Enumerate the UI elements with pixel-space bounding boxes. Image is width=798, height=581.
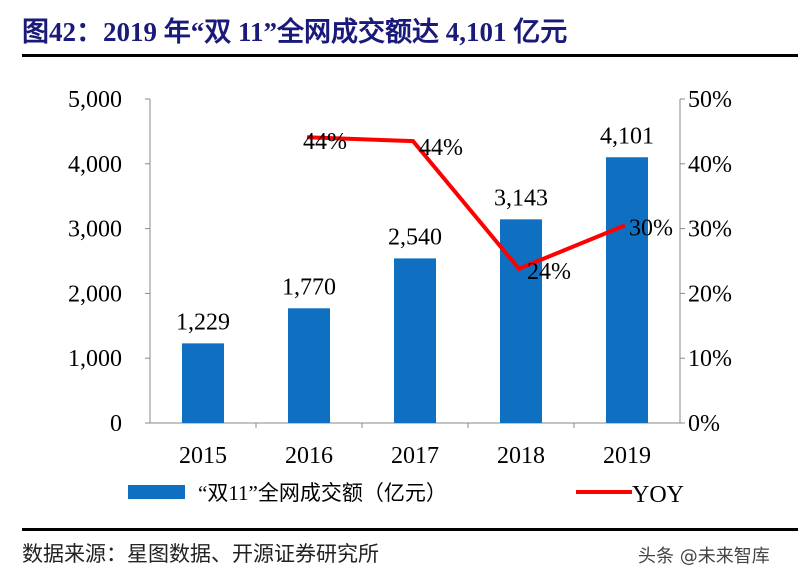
figure-title: 图42：2019 年“双 11”全网成交额达 4,101 亿元 [22,17,568,47]
bar [394,258,436,423]
bar [182,343,224,423]
x-tick-label: 2017 [391,443,439,469]
title-rule [22,54,798,57]
right-tick-label: 10% [688,346,732,372]
yoy-label: 24% [527,259,571,285]
yoy-label: 30% [629,215,673,241]
right-tick-label: 40% [688,152,732,178]
watermark: 头条 @未来智库 [638,546,770,567]
source-rule [22,528,798,531]
yoy-label: 44% [419,135,463,161]
yoy-line [306,135,626,272]
left-tick-label: 0 [110,411,122,437]
left-tick-label: 5,000 [68,87,122,113]
yoy-label: 44% [303,129,347,155]
x-tick-label: 2018 [497,443,545,469]
left-tick-label: 2,000 [68,281,122,307]
source-note: 数据来源：星图数据、开源证券研究所 [22,542,379,566]
bar-label: 4,101 [600,123,654,149]
bar-label: 1,770 [282,274,336,300]
left-tick-label: 4,000 [68,152,122,178]
x-tick-label: 2015 [179,443,227,469]
bar [500,219,542,423]
x-tick-label: 2016 [285,443,333,469]
x-tick-label: 2019 [603,443,651,469]
legend-swatch-bar [128,485,185,499]
left-tick-label: 3,000 [68,217,122,243]
bar-label: 3,143 [494,185,548,211]
bar-label: 2,540 [388,224,442,250]
legend-label-bar: “双11”全网成交额（亿元） [198,481,447,505]
right-tick-label: 50% [688,87,732,113]
right-tick-label: 20% [688,281,732,307]
left-tick-label: 1,000 [68,346,122,372]
bar [288,308,330,423]
bar-label: 1,229 [176,309,230,335]
legend-label-line: YOY [632,482,684,508]
bar [606,157,648,424]
right-tick-label: 0% [688,411,720,437]
right-tick-label: 30% [688,217,732,243]
chart: 0 1,000 2,000 3,000 4,000 5,000 0% 10% 20% 30% 40%… [68,87,732,508]
